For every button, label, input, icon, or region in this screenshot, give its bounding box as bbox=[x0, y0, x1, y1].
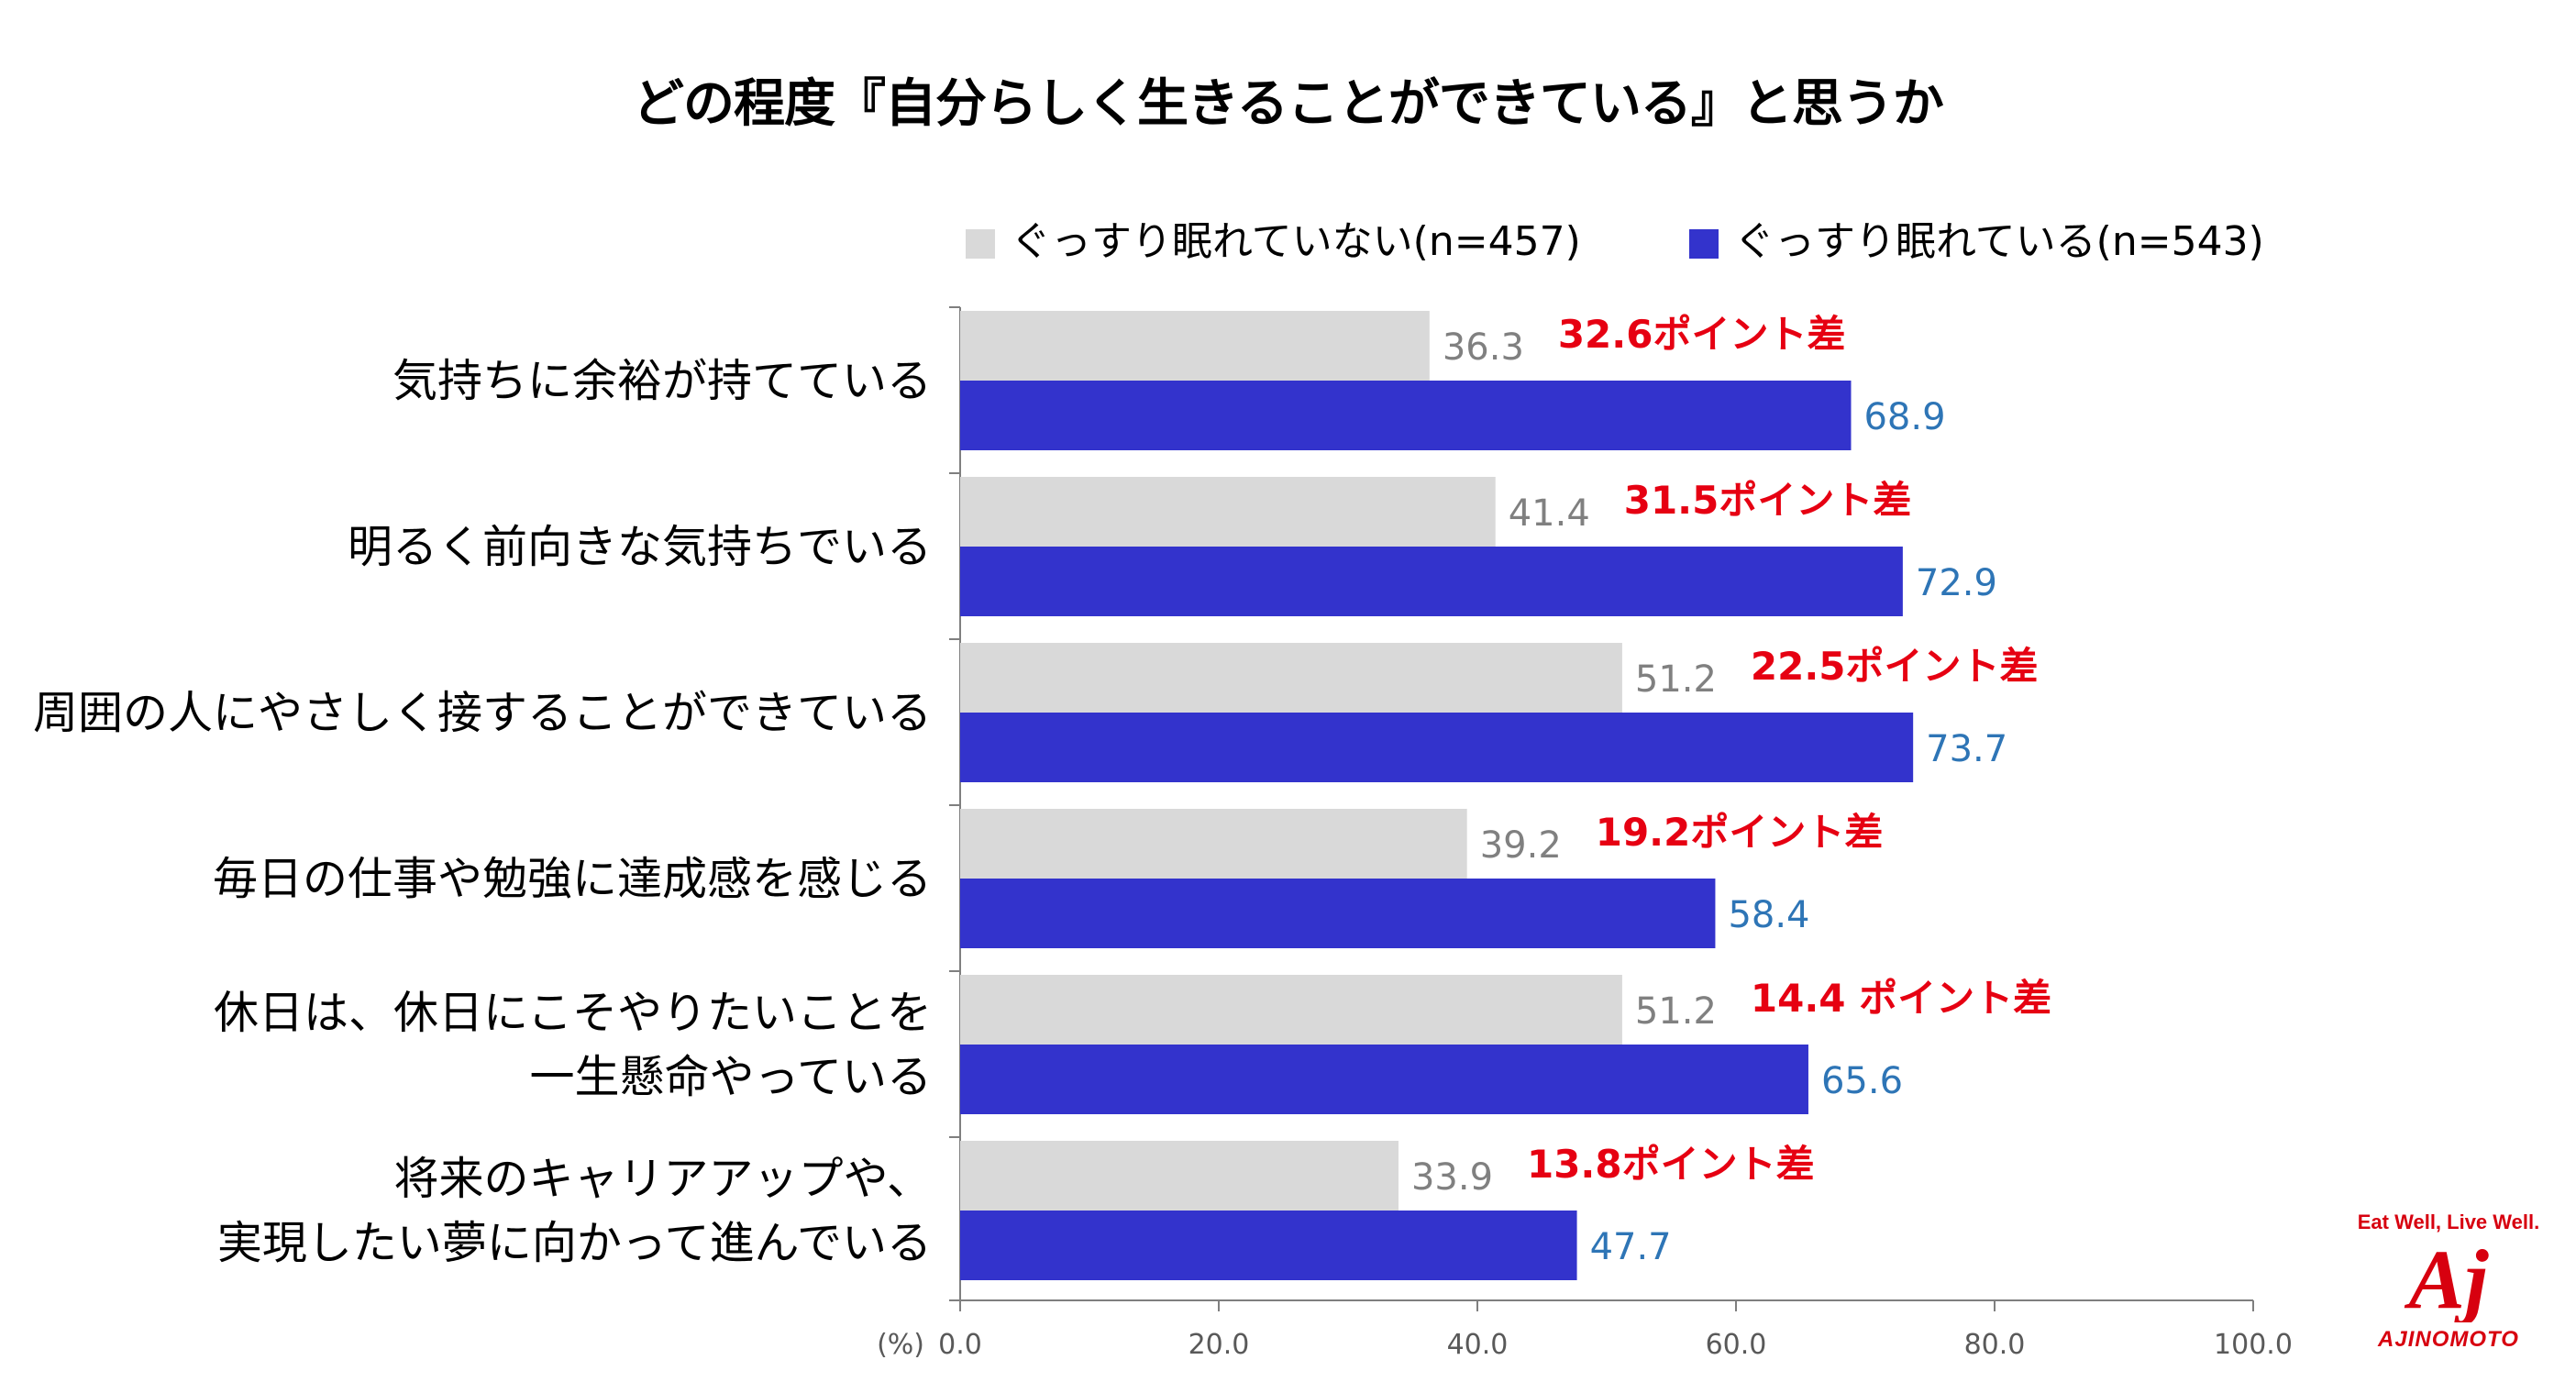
bar-not-sleeping-well bbox=[960, 311, 1430, 381]
bar-sleeping-well bbox=[960, 1211, 1577, 1280]
data-label: 65.6 bbox=[1821, 1060, 1903, 1102]
x-tick-label: 60.0 bbox=[1706, 1329, 1767, 1361]
bar-not-sleeping-well bbox=[960, 1141, 1399, 1211]
chart-title: どの程度『自分らしく生きることができている』と思うか bbox=[633, 74, 1944, 134]
x-axis-unit-label: (%) bbox=[877, 1329, 924, 1361]
x-tick-label: 0.0 bbox=[938, 1329, 982, 1361]
data-label: 51.2 bbox=[1635, 658, 1717, 701]
data-label: 33.9 bbox=[1411, 1156, 1493, 1199]
bar-sleeping-well bbox=[960, 879, 1716, 948]
data-label: 47.7 bbox=[1590, 1226, 1672, 1268]
brand-tagline: Eat Well, Live Well. bbox=[2357, 1211, 2540, 1233]
x-tick-label: 80.0 bbox=[1964, 1329, 2026, 1361]
bar-sleeping-well bbox=[960, 381, 1852, 450]
x-tick-label: 100.0 bbox=[2214, 1329, 2293, 1361]
data-label: 36.3 bbox=[1443, 326, 1524, 369]
point-difference-annotation: 32.6ポイント差 bbox=[1558, 312, 1846, 357]
category-label: 毎日の仕事や勉強に達成感を感じる bbox=[213, 853, 932, 905]
point-difference-annotation: 19.2ポイント差 bbox=[1596, 810, 1884, 855]
legend-swatch bbox=[966, 229, 995, 259]
data-label: 58.4 bbox=[1728, 894, 1809, 936]
category-label: 実現したい夢に向かって進んでいる bbox=[217, 1217, 932, 1269]
data-label: 68.9 bbox=[1863, 396, 1945, 438]
brand-mark: Aj bbox=[2405, 1234, 2489, 1322]
data-label: 41.4 bbox=[1509, 492, 1590, 535]
point-difference-annotation: 14.4 ポイント差 bbox=[1751, 976, 2051, 1021]
x-tick-label: 40.0 bbox=[1447, 1329, 1509, 1361]
labels-layer: 36.3 68.9 気持ちに余裕が持てている 32.6ポイント差 41.4 72.9 明るく… bbox=[33, 312, 2051, 1269]
aj-mark-icon: Aj bbox=[2405, 1233, 2489, 1326]
data-label: 73.7 bbox=[1926, 728, 2007, 770]
bar-sleeping-well bbox=[960, 713, 1914, 782]
category-label: 休日は、休日にこそやりたいことを bbox=[214, 987, 932, 1039]
point-difference-annotation: 13.8ポイント差 bbox=[1527, 1142, 1815, 1187]
bar-not-sleeping-well bbox=[960, 477, 1496, 547]
x-tick-label: 20.0 bbox=[1188, 1329, 1250, 1361]
data-label: 51.2 bbox=[1635, 990, 1717, 1033]
bar-sleeping-well bbox=[960, 1045, 1808, 1114]
data-label: 39.2 bbox=[1480, 824, 1562, 867]
bar-not-sleeping-well bbox=[960, 643, 1622, 713]
brand-name: AJINOMOTO bbox=[2378, 1327, 2519, 1352]
bar-not-sleeping-well bbox=[960, 975, 1622, 1045]
axis-layer: 0.0 20.0 40.0 60.0 80.0 100.0 (%) bbox=[877, 306, 2293, 1361]
category-label: 周囲の人にやさしく接することができている bbox=[33, 687, 932, 739]
legend-label: ぐっすり眠れていない(n=457) bbox=[1011, 218, 1581, 265]
bar-sleeping-well bbox=[960, 547, 1903, 616]
legend-label: ぐっすり眠れている(n=543) bbox=[1734, 218, 2264, 265]
category-label: 将来のキャリアアップや、 bbox=[393, 1153, 932, 1205]
legend: ぐっすり眠れていない(n=457) ぐっすり眠れている(n=543) bbox=[966, 218, 2264, 265]
bars-layer bbox=[960, 311, 1914, 1280]
point-difference-annotation: 22.5ポイント差 bbox=[1751, 644, 2039, 689]
data-label: 72.9 bbox=[1916, 562, 1997, 604]
category-label: 気持ちに余裕が持てている bbox=[392, 355, 932, 407]
category-label: 一生懸命やっている bbox=[529, 1051, 932, 1103]
ajinomoto-logo: Eat Well, Live Well. Aj AJINOMOTO bbox=[2329, 1211, 2568, 1353]
category-label: 明るく前向きな気持ちでいる bbox=[348, 521, 932, 573]
legend-swatch bbox=[1689, 229, 1719, 259]
bar-not-sleeping-well bbox=[960, 809, 1467, 879]
point-difference-annotation: 31.5ポイント差 bbox=[1624, 478, 1912, 523]
